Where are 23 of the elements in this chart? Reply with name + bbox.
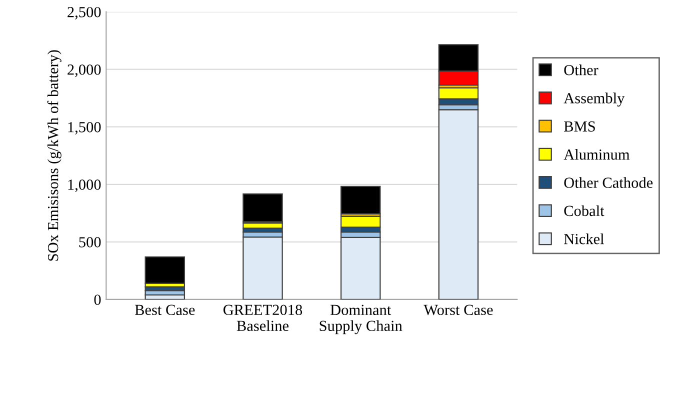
y-tick-label: 500 (79, 237, 101, 248)
legend-label: Cobalt (564, 205, 604, 216)
y-axis-title: SOx Emisisons (g/kWh of battery) (47, 50, 62, 261)
bar (340, 186, 381, 214)
bar (340, 236, 381, 300)
x-tick-label: Best Case (134, 304, 195, 316)
y-tick-label: 0 (94, 294, 101, 305)
legend-label: Other (564, 64, 598, 76)
x-tick-label: Dominant Supply Chain (320, 304, 402, 334)
y-tick-label: 2,000 (68, 64, 101, 77)
legend-label: Assembly (564, 92, 625, 107)
legend-label: Other Cathode (564, 177, 653, 188)
bar (438, 109, 479, 300)
x-tick-label: Worst Case (424, 304, 493, 316)
legend-label: BMS (564, 121, 595, 132)
y-tick-label: 2,500 (68, 6, 101, 20)
x-tick-label: GREET2018 Baseline (223, 304, 302, 332)
legend-label: Aluminum (564, 149, 630, 160)
y-tick-label: 1,500 (68, 122, 101, 135)
bar (144, 256, 186, 284)
y-tick-label: 1,000 (68, 180, 101, 192)
bar (242, 236, 283, 300)
legend-label: Nickel (564, 233, 604, 244)
